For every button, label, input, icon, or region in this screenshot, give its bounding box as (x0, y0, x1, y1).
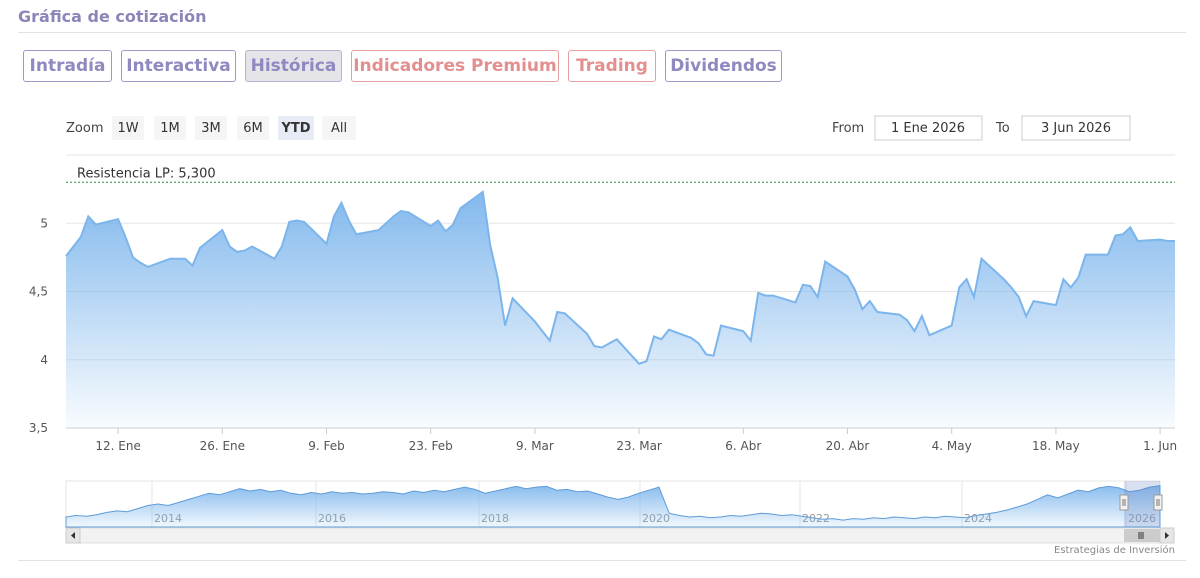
tab-trading[interactable]: Trading (568, 50, 656, 82)
to-label: To (995, 121, 1010, 136)
zoom-button-ytd[interactable]: YTD (278, 116, 314, 140)
chart-credit: Estrategias de Inversión (1054, 545, 1175, 556)
scrollbar[interactable] (65, 527, 1175, 544)
svg-text:1W: 1W (117, 121, 138, 136)
svg-text:3M: 3M (201, 121, 221, 136)
x-tick-label: 23. Mar (616, 439, 662, 453)
tab-dividendos[interactable]: Dividendos (665, 50, 782, 82)
navigator-right-handle[interactable] (1153, 494, 1163, 511)
navigator-left-handle[interactable] (1119, 494, 1129, 511)
page-title: Gráfica de cotización (18, 7, 207, 26)
x-tick-label: 20. Abr (826, 439, 870, 453)
navigator[interactable]: 2014201620182020202220242026 (65, 480, 1163, 528)
y-tick-label: 4,5 (29, 285, 48, 299)
svg-text:YTD: YTD (280, 121, 310, 136)
x-tick-label: 9. Feb (308, 439, 345, 453)
zoom-button-3m[interactable]: 3M (195, 116, 227, 140)
tab-historica[interactable]: Histórica (245, 50, 342, 82)
x-tick-label: 4. May (932, 439, 972, 453)
y-tick-label: 4 (40, 353, 48, 367)
y-tick-label: 3,5 (29, 421, 48, 435)
x-tick-label: 18. May (1032, 439, 1080, 453)
svg-text:3 Jun 2026: 3 Jun 2026 (1041, 121, 1111, 136)
y-tick-label: 5 (40, 216, 48, 230)
x-tick-label: 1. Jun (1143, 439, 1177, 453)
from-date-input[interactable]: 1 Ene 2026 (874, 115, 983, 141)
zoom-button-all[interactable]: All (322, 116, 356, 140)
svg-text:1M: 1M (160, 121, 180, 136)
tab-intradia[interactable]: Intradía (23, 50, 112, 82)
bottom-divider (18, 560, 1186, 561)
x-tick-label: 9. Mar (516, 439, 554, 453)
zoom-label: Zoom (66, 121, 103, 136)
x-tick-label: 26. Ene (200, 439, 245, 453)
x-tick-label: 23. Feb (409, 439, 453, 453)
svg-text:1 Ene 2026: 1 Ene 2026 (891, 121, 965, 136)
tab-indicadores-premium[interactable]: Indicadores Premium (351, 50, 559, 82)
scroll-left-arrow[interactable] (65, 527, 81, 544)
resistance-label: Resistencia LP: 5,300 (77, 166, 216, 181)
x-axis-labels: 12. Ene 26. Ene 9. Feb 23. Feb 9. Mar 23. Mar… (95, 428, 1177, 453)
zoom-button-6m[interactable]: 6M (237, 116, 269, 140)
svg-text:6M: 6M (243, 121, 263, 136)
scrollbar-thumb[interactable] (1124, 529, 1160, 542)
x-tick-label: 12. Ene (95, 439, 140, 453)
zoom-button-1m[interactable]: 1M (154, 116, 186, 140)
header-divider (18, 32, 1186, 33)
y-axis-labels: 3,5 4 4,5 5 (29, 216, 48, 435)
zoom-button-1w[interactable]: 1W (112, 116, 144, 140)
price-area-fill (66, 191, 1175, 428)
to-date-input[interactable]: 3 Jun 2026 (1021, 115, 1131, 141)
x-tick-label: 6. Abr (725, 439, 761, 453)
from-label: From (832, 121, 864, 136)
tab-interactiva[interactable]: Interactiva (121, 50, 236, 82)
price-line (65, 190, 1175, 365)
scroll-right-arrow[interactable] (1159, 527, 1175, 544)
svg-text:All: All (331, 121, 347, 136)
